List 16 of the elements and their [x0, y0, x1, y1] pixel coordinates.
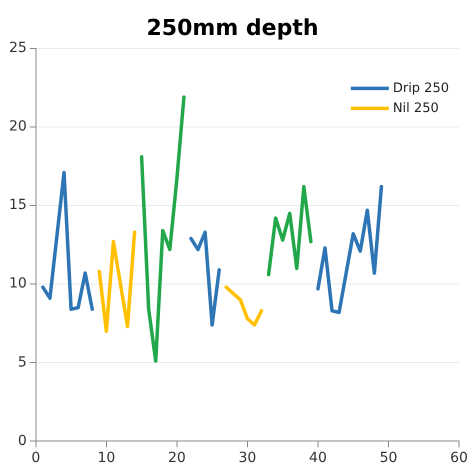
legend-label: Nil 250 [392, 100, 439, 116]
y-tick-label: 25 [8, 40, 27, 56]
x-tick-label: 20 [168, 450, 186, 466]
y-tick-label: 5 [18, 354, 27, 370]
x-tick-label: 50 [380, 450, 398, 466]
chart-title: 250mm depth [146, 16, 319, 41]
y-tick-label: 20 [8, 118, 27, 135]
x-tick-label: 40 [309, 450, 327, 466]
x-tick-label: 30 [238, 450, 256, 466]
legend-label: Drip 250 [392, 80, 450, 96]
x-tick-label: 60 [450, 450, 468, 466]
y-tick-label: 15 [8, 197, 27, 214]
y-tick-label: 10 [8, 276, 27, 292]
y-tick-label: 0 [18, 432, 27, 449]
x-tick-label: 10 [97, 450, 116, 466]
x-tick-label: 0 [31, 450, 40, 466]
